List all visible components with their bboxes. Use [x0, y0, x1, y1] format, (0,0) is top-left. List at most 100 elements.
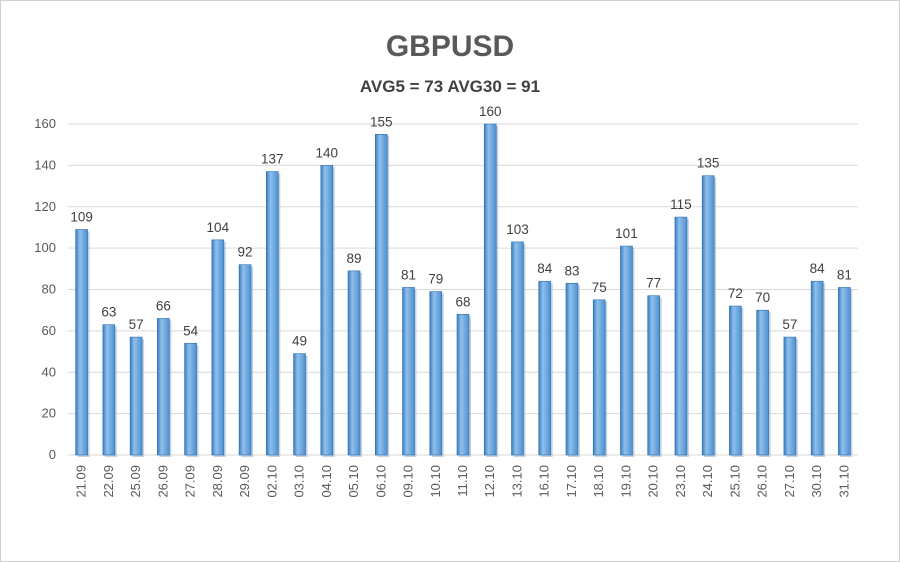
bar	[456, 314, 470, 456]
x-tick-label: 13.10	[509, 465, 524, 498]
data-label: 103	[506, 222, 529, 237]
bar	[129, 336, 143, 456]
bar	[592, 299, 606, 456]
bar	[266, 171, 279, 456]
x-tick-label: 23.10	[673, 465, 688, 498]
data-label: 81	[401, 267, 416, 282]
data-label: 57	[129, 317, 144, 332]
data-label: 137	[261, 152, 284, 167]
chart-subtitle: AVG5 = 73 AVG30 = 91	[359, 77, 541, 96]
x-tick-label: 25.10	[727, 465, 742, 498]
y-tick-label: 80	[42, 282, 56, 297]
data-label: 57	[782, 317, 797, 332]
data-label: 84	[810, 261, 826, 276]
bar	[402, 287, 415, 456]
data-label: 66	[156, 298, 171, 313]
data-label: 83	[564, 263, 579, 278]
bar	[374, 134, 388, 456]
bar	[483, 123, 497, 456]
x-tick-label: 21.09	[74, 465, 89, 498]
y-axis-ticks: 0 20 40 60 80 100 120 140 160	[34, 116, 56, 462]
bar	[756, 309, 769, 456]
bar	[783, 336, 797, 456]
data-labels: 109 63 57 66 54 104 92 137 49 140 89 155 81 79 68 160 10…	[70, 104, 852, 349]
bar	[647, 295, 660, 456]
data-label: 89	[347, 251, 362, 266]
x-tick-label: 12.10	[482, 465, 497, 498]
chart-title: GBPUSD	[385, 30, 515, 63]
data-label: 72	[728, 286, 743, 301]
x-tick-label: 22.09	[101, 465, 116, 498]
bar	[157, 318, 170, 456]
data-label: 68	[455, 294, 470, 309]
data-label: 140	[316, 145, 339, 160]
bar	[293, 353, 306, 456]
x-tick-label: 19.10	[618, 465, 633, 498]
data-label: 104	[207, 220, 230, 235]
x-tick-label: 03.10	[292, 465, 307, 498]
y-tick-label: 140	[34, 157, 56, 172]
data-label: 115	[670, 197, 692, 212]
bar	[565, 282, 579, 456]
data-label: 75	[592, 280, 607, 295]
x-tick-label: 04.10	[319, 465, 334, 498]
bar	[347, 270, 361, 456]
bar	[701, 175, 715, 456]
x-tick-label: 25.09	[128, 465, 143, 498]
y-tick-label: 60	[42, 323, 56, 338]
x-tick-label: 28.09	[210, 465, 225, 498]
y-tick-label: 100	[34, 240, 56, 255]
x-tick-label: 29.09	[237, 465, 252, 498]
bar	[729, 305, 742, 456]
bar	[538, 280, 552, 456]
bar	[810, 280, 824, 456]
bar	[320, 165, 334, 456]
x-tick-label: 31.10	[836, 465, 851, 498]
x-tick-label: 02.10	[264, 465, 279, 498]
x-tick-label: 30.10	[809, 465, 824, 498]
bar	[184, 342, 197, 456]
data-label: 54	[183, 323, 199, 338]
data-label: 101	[615, 226, 638, 241]
bar	[75, 229, 88, 456]
y-tick-label: 40	[42, 364, 56, 379]
data-label: 155	[370, 114, 393, 129]
data-label: 109	[70, 210, 93, 225]
data-label: 70	[755, 290, 770, 305]
x-tick-label: 10.10	[428, 465, 443, 498]
data-label: 63	[101, 305, 116, 320]
y-tick-label: 120	[34, 199, 56, 214]
x-tick-label: 16.10	[537, 465, 552, 498]
bar	[238, 264, 252, 456]
y-tick-label: 160	[34, 116, 56, 131]
bars	[75, 123, 853, 458]
bar	[102, 324, 116, 456]
data-label: 92	[238, 245, 253, 260]
x-tick-label: 05.10	[346, 465, 361, 498]
data-label: 160	[479, 104, 502, 119]
x-tick-label: 11.10	[455, 465, 470, 497]
data-label: 79	[428, 272, 443, 287]
data-label: 49	[292, 334, 307, 349]
x-tick-label: 24.10	[700, 465, 715, 498]
x-tick-label: 09.10	[401, 465, 416, 498]
x-tick-label: 18.10	[591, 465, 606, 498]
x-tick-label: 26.09	[155, 465, 170, 498]
bar	[674, 216, 688, 456]
x-tick-label: 20.10	[646, 465, 661, 498]
y-tick-label: 0	[49, 447, 56, 462]
data-label: 84	[537, 261, 553, 276]
data-label: 81	[837, 267, 852, 282]
data-label: 135	[697, 156, 720, 171]
x-tick-label: 26.10	[755, 465, 770, 498]
bar	[620, 245, 633, 456]
bar	[429, 291, 443, 456]
x-tick-label: 06.10	[373, 465, 388, 498]
bar	[211, 239, 225, 456]
data-label: 77	[646, 276, 661, 291]
bar	[511, 241, 524, 456]
x-tick-label: 27.10	[782, 465, 797, 498]
bar	[838, 287, 851, 456]
